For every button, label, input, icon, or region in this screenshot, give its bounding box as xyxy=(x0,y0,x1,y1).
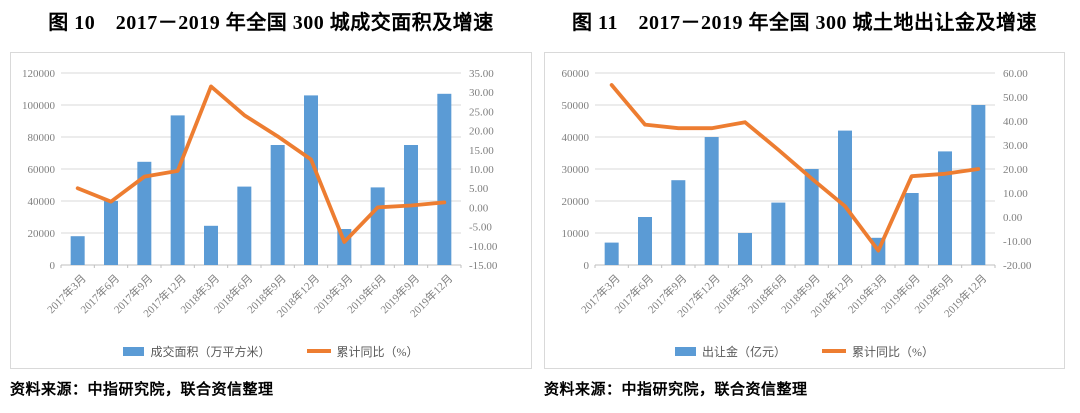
bar xyxy=(804,169,819,265)
figure-10-chart-box: 0 20000 40000 60000 80000 100000 120000 -15.00 -… xyxy=(10,52,532,369)
trend-line xyxy=(75,84,447,244)
figure-10-title: 图 10 2017－2019 年全国 300 城成交面积及增速 xyxy=(48,12,494,34)
left-axis-tick-label: 60000 xyxy=(562,68,590,80)
bar xyxy=(771,202,786,265)
figure-10-combo-chart: 0 20000 40000 60000 80000 100000 120000 -15.00 -… xyxy=(22,68,498,320)
left-axis-tick-label: 50000 xyxy=(562,100,590,112)
bar xyxy=(604,242,619,265)
bar xyxy=(204,225,218,265)
figure-10-legend: 成交面积（万平方米） 累计同比（%） xyxy=(11,336,531,366)
trend-line xyxy=(609,83,981,253)
bar xyxy=(704,137,719,265)
left-axis-tick-label: 0 xyxy=(50,260,56,272)
legend-item-bar: 成交面积（万平方米） xyxy=(123,343,271,360)
left-axis-tick-label: 40000 xyxy=(562,132,590,144)
left-axis-tick-label: 60000 xyxy=(28,164,56,176)
left-axis-tick-label: 80000 xyxy=(28,132,56,144)
right-axis-tick-label: 35.00 xyxy=(469,68,494,80)
right-axis-tick-label: 60.00 xyxy=(1003,68,1028,80)
bar xyxy=(70,236,85,265)
line-series-swatch-icon xyxy=(306,349,331,353)
left-axis-tick-label: 100000 xyxy=(22,100,56,112)
right-axis-tick-label: 20.00 xyxy=(469,126,494,138)
bar xyxy=(370,187,385,265)
right-axis-tick-label: -15.00 xyxy=(469,260,498,272)
figure-11-source-note: 资料来源：中指研究院，联合资信整理 xyxy=(544,382,808,398)
right-axis-tick-label: 40.00 xyxy=(1003,116,1028,128)
bar-series-label: 成交面积（万平方米） xyxy=(150,344,271,359)
right-axis-tick-label: 30.00 xyxy=(1003,140,1028,152)
bar xyxy=(304,95,318,266)
left-axis-tick-label: 120000 xyxy=(22,68,56,80)
left-axis-tick-label: 40000 xyxy=(28,196,56,208)
figure-11-legend: 出让金（亿元） 累计同比（%） xyxy=(545,336,1064,366)
left-axis-tick-label: 30000 xyxy=(562,164,590,176)
bar xyxy=(170,115,185,266)
right-axis-tick-label: 10.00 xyxy=(469,164,494,176)
line-series-label: 累计同比（%） xyxy=(852,344,934,359)
bar xyxy=(971,105,986,265)
figure-10: 图 10 2017－2019 年全国 300 城成交面积及增速 0 20000 40… xyxy=(10,8,532,399)
left-axis-tick-label: 20000 xyxy=(562,196,590,208)
legend-item-line: 累计同比（%） xyxy=(822,343,934,360)
bar-series-swatch-icon xyxy=(123,346,145,356)
right-axis-tick-label: -5.00 xyxy=(469,222,492,234)
bar xyxy=(838,130,852,265)
legend-item-line: 累计同比（%） xyxy=(306,343,419,360)
bar xyxy=(237,186,252,265)
right-axis-tick-label: 10.00 xyxy=(1003,188,1028,200)
left-axis-tick-label: 20000 xyxy=(28,228,56,240)
bar xyxy=(437,93,452,265)
bar xyxy=(738,233,752,265)
figure-11-chart-box: 0 10000 20000 30000 40000 50000 60000 -20.00 -10… xyxy=(544,52,1065,369)
right-axis-tick-label: -20.00 xyxy=(1003,260,1032,272)
bar xyxy=(638,217,652,265)
bar xyxy=(270,145,285,265)
right-axis-tick-label: 30.00 xyxy=(469,87,494,99)
bar xyxy=(938,151,952,265)
bar-series-label: 出让金（亿元） xyxy=(701,344,786,359)
figure-11-combo-chart: 0 10000 20000 30000 40000 50000 60000 -20.00 -10… xyxy=(562,68,1032,320)
right-axis-tick-label: 20.00 xyxy=(1003,164,1028,176)
bar xyxy=(104,201,118,265)
figure-11-title: 图 11 2017－2019 年全国 300 城土地出让金及增速 xyxy=(572,12,1037,34)
right-axis-tick-label: 25.00 xyxy=(469,106,494,118)
right-axis-tick-label: 5.00 xyxy=(469,183,489,195)
right-axis-tick-label: 50.00 xyxy=(1003,92,1028,104)
bar-series-swatch-icon xyxy=(674,346,696,356)
bar xyxy=(671,180,686,265)
line-series-swatch-icon xyxy=(822,349,846,353)
line-series-label: 累计同比（%） xyxy=(336,344,419,359)
right-axis-tick-label: 0.00 xyxy=(469,202,489,214)
bar xyxy=(904,193,919,265)
right-axis-tick-label: 0.00 xyxy=(1003,212,1023,224)
figure-10-source-note: 资料来源：中指研究院，联合资信整理 xyxy=(10,382,274,398)
right-axis-tick-label: 15.00 xyxy=(469,145,494,157)
right-axis-tick-label: -10.00 xyxy=(1003,236,1032,248)
bar xyxy=(137,161,152,265)
right-axis-tick-label: -10.00 xyxy=(469,241,498,253)
figure-11: 图 11 2017－2019 年全国 300 城土地出让金及增速 0 10000 2… xyxy=(544,8,1065,399)
legend-item-bar: 出让金（亿元） xyxy=(674,343,786,360)
left-axis-tick-label: 0 xyxy=(584,260,590,272)
left-axis-tick-label: 10000 xyxy=(562,228,590,240)
